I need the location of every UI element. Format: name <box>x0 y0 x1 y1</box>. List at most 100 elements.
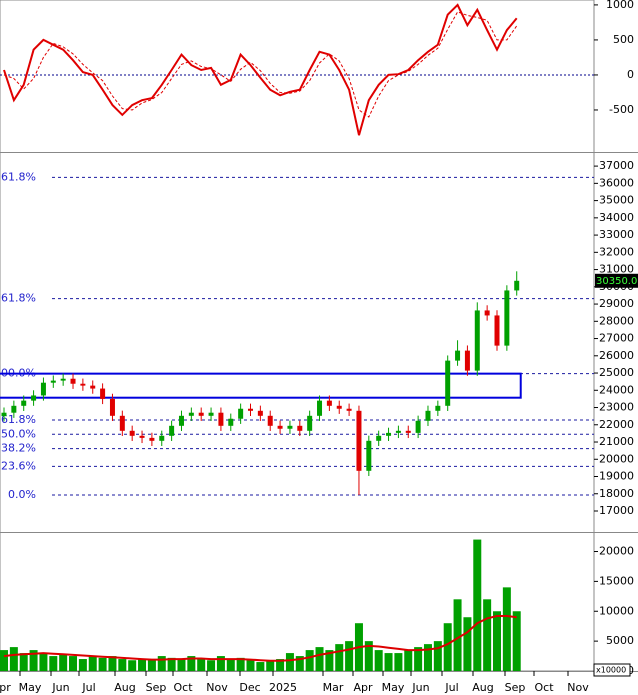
volume-bar <box>39 653 48 671</box>
volume-bar <box>29 650 38 671</box>
x-tick-label: Dec <box>239 681 260 694</box>
candle-body <box>464 350 470 371</box>
y-tick-label: 18000 <box>599 487 634 500</box>
volume-bar <box>384 653 393 671</box>
unit-box <box>593 663 631 677</box>
volume-bar <box>512 611 521 671</box>
y-tick-label: 1000 <box>606 0 634 11</box>
volume-bar <box>483 599 492 671</box>
candle-body <box>248 408 253 411</box>
last-price-label: 30350.00 <box>596 276 638 287</box>
x-tick-label: Jun <box>51 681 69 694</box>
candle-body <box>90 385 96 389</box>
y-tick-label: 500 <box>613 33 634 46</box>
x-tick-label: Aug <box>114 681 135 694</box>
y-tick-label: 26000 <box>599 349 634 362</box>
volume-bar <box>108 656 117 671</box>
volume-bar <box>59 654 68 671</box>
y-tick-label: 34000 <box>599 211 634 224</box>
candle-body <box>208 412 214 416</box>
x-tick-label: Jun <box>411 681 429 694</box>
y-tick-label: 17000 <box>599 504 634 517</box>
candle-body <box>484 310 490 316</box>
candle-body <box>1 412 7 417</box>
y-tick-label: 31000 <box>599 263 634 276</box>
candle-body <box>80 383 86 386</box>
volume-ma <box>3 615 517 662</box>
candle-body <box>60 378 66 381</box>
candle-body <box>198 412 204 416</box>
y-tick-label: 20000 <box>599 545 634 558</box>
candle-body <box>356 410 362 471</box>
volume-bar <box>69 656 78 671</box>
x-tick-label: Oct <box>173 681 193 694</box>
x-tick-label: Jul <box>444 681 458 694</box>
candle-body <box>267 415 273 426</box>
y-tick-label: 37000 <box>599 159 634 172</box>
candle-body <box>326 400 332 406</box>
volume-bar <box>266 660 275 671</box>
x-tick-label: May <box>19 681 42 694</box>
candle-body <box>159 435 165 441</box>
volume-bar <box>256 662 265 671</box>
candle-body <box>474 310 480 371</box>
unit-label: x10000 <box>596 666 626 675</box>
volume-bar <box>138 659 147 671</box>
y-tick-label: 21000 <box>599 435 634 448</box>
volume-bar <box>453 599 462 671</box>
candle-body <box>218 412 224 426</box>
fib-label: 161.8% <box>0 292 36 305</box>
x-tick-label: Apr <box>353 681 373 694</box>
fib-label: 50.0% <box>1 427 36 440</box>
x-tick-label: Jul <box>81 681 95 694</box>
volume-bar <box>433 641 442 671</box>
volume-bar <box>157 656 166 671</box>
volume-bar <box>98 657 107 671</box>
candle-body <box>149 437 155 441</box>
x-tick-label: Sep <box>146 681 167 694</box>
candle-body <box>376 435 382 441</box>
fib-label: 261.8% <box>0 170 36 183</box>
candle-body <box>238 408 244 419</box>
candle-body <box>317 400 323 416</box>
range-box <box>0 372 522 399</box>
fib-label: 38.2% <box>1 442 36 455</box>
volume-bar <box>305 650 314 671</box>
candle-body <box>21 400 27 406</box>
candle-body <box>366 440 372 471</box>
volume-bar <box>216 656 225 671</box>
volume-bar <box>177 659 186 671</box>
y-tick-label: 10000 <box>599 604 634 617</box>
candle-body <box>100 388 106 399</box>
volume-bar <box>167 657 176 671</box>
y-tick-label: 22000 <box>599 418 634 431</box>
candle-body <box>395 430 401 433</box>
volume-bar <box>404 650 413 671</box>
candle-body <box>11 405 17 413</box>
volume-bar <box>9 647 18 671</box>
x-tick-label: Aug <box>472 681 493 694</box>
y-tick-label: 19000 <box>599 470 634 483</box>
x-tick-label: Nov <box>206 681 228 694</box>
candle-body <box>297 425 303 431</box>
candle-body <box>455 350 461 361</box>
candle-body <box>257 410 263 416</box>
volume-bar <box>78 659 87 671</box>
volume-bar <box>423 644 432 671</box>
volume-bar <box>226 659 235 671</box>
candle-body <box>139 435 145 438</box>
y-tick-label: 32000 <box>599 245 634 258</box>
volume-bar <box>187 656 196 671</box>
y-tick-label: 23000 <box>599 401 634 414</box>
candle-body <box>50 380 56 383</box>
volume-bar <box>118 659 127 671</box>
candle-body <box>346 408 352 411</box>
fib-label: 23.6% <box>1 459 36 472</box>
volume-bar <box>19 653 28 671</box>
x-tick-label: Mar <box>323 681 344 694</box>
volume-bar <box>315 647 324 671</box>
candle-body <box>336 405 342 409</box>
y-tick-label: 24000 <box>599 383 634 396</box>
volume-bar <box>295 656 304 671</box>
y-tick-label: 35000 <box>599 194 634 207</box>
